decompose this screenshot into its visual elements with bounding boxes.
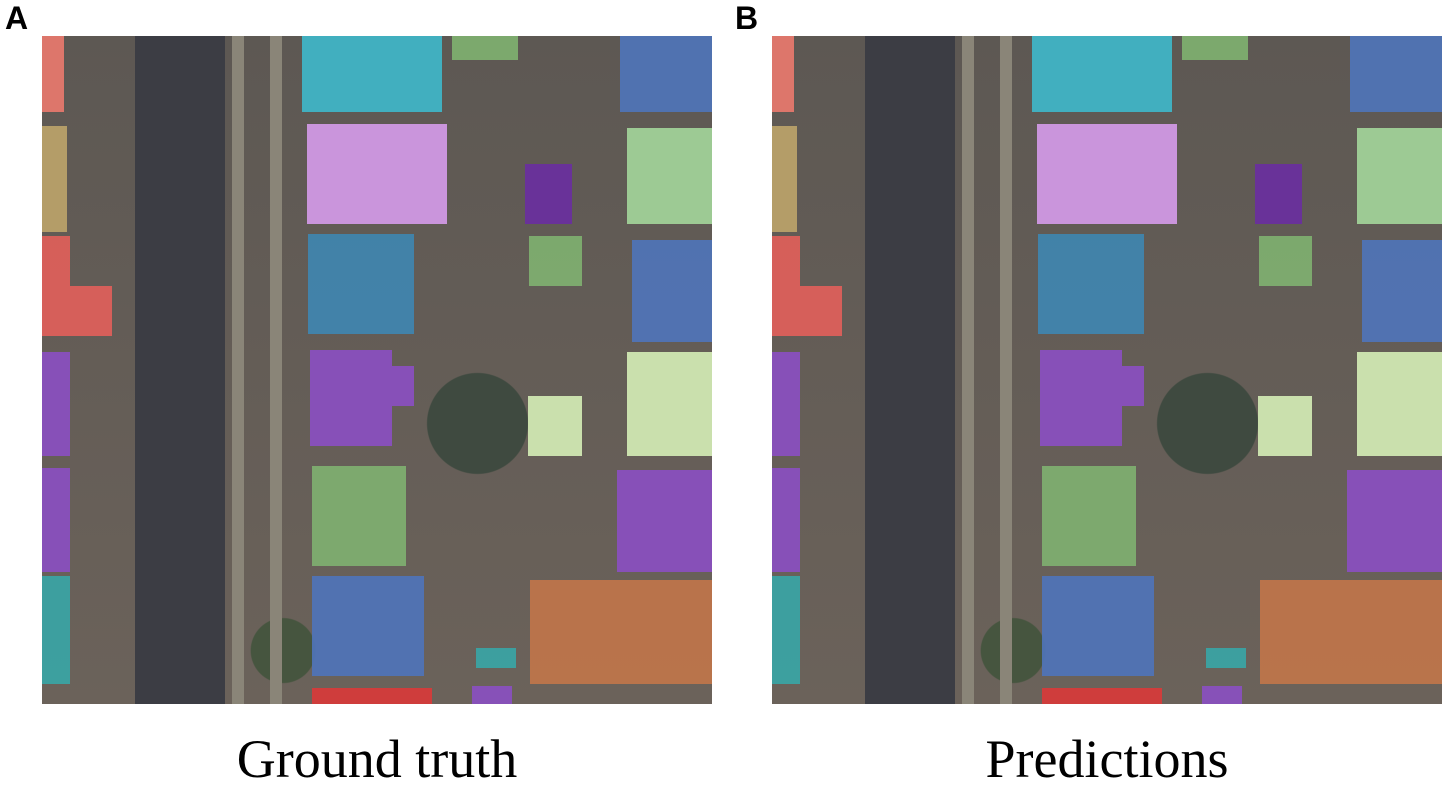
building-segment bbox=[42, 236, 70, 336]
building-segment bbox=[312, 688, 432, 704]
sidewalk bbox=[232, 36, 244, 704]
building-segment bbox=[617, 470, 712, 572]
building-segment bbox=[307, 124, 447, 224]
building-segment bbox=[530, 580, 712, 684]
building-segment bbox=[1259, 236, 1312, 286]
sidewalk bbox=[270, 36, 282, 704]
building-segment bbox=[1042, 466, 1136, 566]
building-segment bbox=[1202, 686, 1242, 704]
building-segment bbox=[312, 576, 424, 676]
building-segment bbox=[452, 36, 518, 60]
building-segment bbox=[1255, 164, 1302, 224]
building-segment bbox=[42, 352, 70, 456]
building-segment bbox=[1350, 36, 1442, 112]
building-segment bbox=[620, 36, 712, 112]
building-segment bbox=[42, 126, 67, 232]
building-segment bbox=[772, 126, 797, 232]
building-segment bbox=[525, 164, 572, 224]
building-segment bbox=[476, 648, 516, 668]
building-segment bbox=[312, 466, 406, 566]
building-segment bbox=[772, 576, 800, 684]
building-segment bbox=[392, 366, 414, 406]
building-segment bbox=[1038, 234, 1144, 334]
building-segment bbox=[1258, 396, 1312, 456]
building-segment bbox=[1032, 36, 1172, 112]
building-segment bbox=[310, 350, 392, 446]
building-segment bbox=[627, 128, 712, 224]
building-segment bbox=[772, 36, 794, 112]
sidewalk bbox=[1000, 36, 1012, 704]
building-segment bbox=[772, 468, 800, 572]
building-segment bbox=[632, 240, 712, 342]
building-segment bbox=[1347, 470, 1442, 572]
building-segment bbox=[1362, 240, 1442, 342]
building-segment bbox=[1357, 352, 1442, 456]
building-segment bbox=[70, 286, 112, 336]
building-segment bbox=[528, 396, 582, 456]
building-segment bbox=[1042, 576, 1154, 676]
building-segment bbox=[1260, 580, 1442, 684]
building-segment bbox=[1037, 124, 1177, 224]
building-segment bbox=[42, 36, 64, 112]
road bbox=[135, 36, 225, 704]
building-segment bbox=[1040, 350, 1122, 446]
sidewalk bbox=[962, 36, 974, 704]
building-segment bbox=[800, 286, 842, 336]
building-segment bbox=[1206, 648, 1246, 668]
building-segment bbox=[529, 236, 582, 286]
building-segment bbox=[627, 352, 712, 456]
building-segment bbox=[42, 468, 70, 572]
building-segment bbox=[1122, 366, 1144, 406]
panel-label-a: A bbox=[5, 0, 29, 36]
road bbox=[865, 36, 955, 704]
building-segment bbox=[302, 36, 442, 112]
building-segment bbox=[772, 236, 800, 336]
caption-ground-truth: Ground truth bbox=[236, 729, 518, 789]
building-segment bbox=[1042, 688, 1162, 704]
building-segment bbox=[1357, 128, 1442, 224]
building-segment bbox=[42, 576, 70, 684]
caption-predictions: Predictions bbox=[985, 729, 1229, 789]
building-segment bbox=[472, 686, 512, 704]
ground-truth-image bbox=[42, 36, 712, 704]
panel-label-b: B bbox=[735, 0, 759, 36]
building-segment bbox=[1182, 36, 1248, 60]
building-segment bbox=[772, 352, 800, 456]
predictions-image bbox=[772, 36, 1442, 704]
building-segment bbox=[308, 234, 414, 334]
